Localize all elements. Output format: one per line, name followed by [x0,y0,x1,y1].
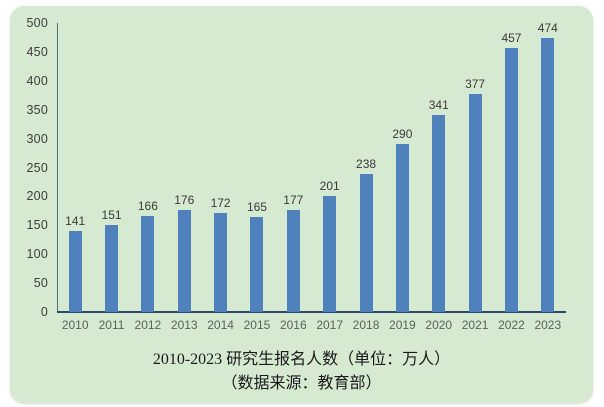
x-tick-label: 2012 [134,318,162,332]
bar-2019 [395,144,409,312]
bar-2013 [177,210,191,312]
y-tick-label: 200 [26,189,48,204]
x-tick-label: 2022 [498,318,525,332]
x-tick-label: 2016 [279,318,307,332]
bar-2016 [286,210,300,312]
bar-2017 [323,196,337,312]
bar-2023 [541,38,555,312]
x-tick-label: 2014 [207,318,234,332]
chart-title: 2010-2023 研究生报名人数（单位：万人） [152,351,451,368]
bar-2011 [105,225,119,312]
x-tick-label: 2021 [461,318,489,332]
bar-value-label: 151 [101,208,122,222]
bar-value-label: 201 [319,179,340,193]
title-block: 2010-2023 研究生报名人数（单位：万人） （数据来源：教育部） [10,350,593,394]
x-tick-label: 2019 [389,318,416,332]
y-axis-line [57,23,58,312]
bar-2021 [468,94,482,312]
bar-2015 [250,217,264,312]
bar-2012 [141,216,155,312]
y-tick-label: 150 [26,218,48,233]
bar-value-label: 474 [537,21,558,35]
bar-2022 [504,48,518,312]
bar-value-label: 165 [246,200,267,214]
y-tick-label: 250 [26,160,48,175]
y-tick-label: 300 [26,131,48,146]
x-tick-label: 2013 [170,318,198,332]
bar-value-label: 177 [283,193,304,207]
y-tick-label: 500 [26,16,48,30]
bar-value-label: 172 [210,196,231,210]
x-tick-label: 2011 [98,318,125,332]
x-tick-label: 2015 [243,318,271,332]
bar-2014 [214,213,228,312]
y-tick-label: 100 [26,247,48,262]
y-tick-label: 450 [26,44,48,59]
bar-2010 [68,231,82,312]
bar-value-label: 176 [174,193,195,207]
chart-subtitle: （数据来源：教育部） [221,375,382,392]
y-tick-label: 400 [26,73,48,88]
x-tick-label: 2017 [316,318,344,332]
x-tick-label: 2010 [61,318,89,332]
bar-value-label: 141 [65,214,86,228]
x-tick-label: 2018 [352,318,380,332]
bar-value-label: 457 [501,31,522,45]
chart-panel [10,6,593,403]
bar-value-label: 166 [137,199,158,213]
bar-value-label: 377 [465,77,486,91]
bar-2018 [359,174,373,312]
x-axis-line [57,311,566,313]
bar-value-label: 341 [428,98,449,112]
x-tick-label: 2020 [425,318,453,332]
bar-2020 [432,115,446,312]
x-tick-label: 2023 [534,318,562,332]
bar-value-label: 238 [356,157,377,171]
y-tick-label: 50 [33,276,48,291]
y-tick-label: 350 [26,102,48,117]
bar-value-label: 290 [392,127,413,141]
y-tick-label: 0 [40,305,48,319]
